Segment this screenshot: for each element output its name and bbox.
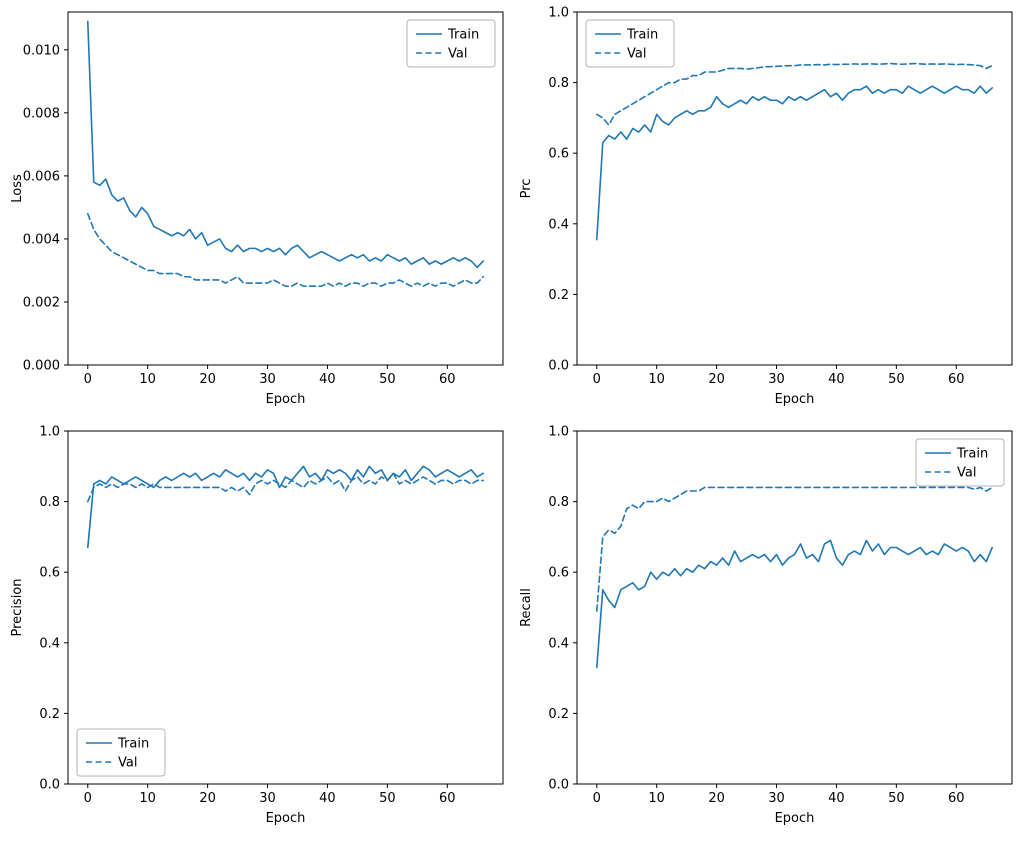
y-tick-label: 0.6 (548, 147, 569, 162)
train-line (595, 539, 994, 669)
plot-border (576, 430, 1013, 785)
x-axis-label: Epoch (266, 811, 306, 826)
legend: Train Val (585, 19, 675, 68)
x-tick-label: 30 (259, 791, 276, 806)
y-tick-label: 0.0 (548, 359, 569, 374)
chart-loss: 0 10 20 30 40 50 60 0.000 0.002 0.004 0.006 0.008 0.… (0, 0, 509, 419)
val-line (86, 212, 485, 288)
legend-val-label: Val (118, 756, 137, 771)
legend-val-label: Val (627, 47, 646, 62)
x-tick-label: 60 (439, 372, 456, 387)
plot-border (67, 11, 504, 366)
y-tick-label: 0.6 (548, 566, 569, 581)
x-tick-label: 0 (84, 372, 92, 387)
y-tick-label: 0.4 (39, 636, 60, 651)
x-tick-label: 0 (593, 791, 601, 806)
x-tick-label: 0 (593, 372, 601, 387)
y-tick-label: 0.4 (548, 636, 569, 651)
y-tick-label: 0.010 (23, 43, 60, 58)
y-tick-label: 0.8 (548, 76, 569, 91)
plot-border (576, 11, 1013, 366)
y-tick-label: 0.2 (39, 707, 60, 722)
y-tick-label: 0.8 (548, 495, 569, 510)
train-line (86, 20, 485, 269)
legend: Train Val (406, 19, 496, 68)
x-tick-label: 60 (439, 791, 456, 806)
legend-train-label: Train (956, 447, 988, 462)
legend-train-label: Train (117, 737, 149, 752)
y-tick-label: 0.008 (23, 106, 60, 121)
legend-box (76, 728, 166, 777)
x-tick-label: 20 (708, 791, 725, 806)
x-tick-label: 30 (768, 372, 785, 387)
y-tick-label: 0.6 (39, 566, 60, 581)
x-tick-label: 30 (259, 372, 276, 387)
y-tick-label: 0.2 (548, 288, 569, 303)
legend-box (406, 19, 496, 68)
y-axis-label: Loss (10, 174, 25, 203)
val-line (86, 472, 485, 503)
chart-svg-loss: 0 10 20 30 40 50 60 0.000 0.002 0.004 0.006 0.008 0.… (10, 11, 504, 407)
x-tick-label: 60 (948, 372, 965, 387)
x-axis-label: Epoch (266, 392, 306, 407)
legend-train-label: Train (626, 28, 658, 43)
y-tick-label: 1.0 (548, 6, 569, 21)
x-tick-label: 50 (888, 791, 905, 806)
legend-val-label: Val (448, 47, 467, 62)
legend-train-label: Train (447, 28, 479, 43)
chart-precision: 0 10 20 30 40 50 60 0.0 0.2 0.4 0.6 0.8 1.0 Epoch Prec… (0, 419, 509, 838)
x-tick-label: 40 (319, 791, 336, 806)
x-axis-label: Epoch (775, 811, 815, 826)
y-tick-label: 0.002 (23, 295, 60, 310)
x-tick-label: 10 (139, 372, 156, 387)
x-axis-label: Epoch (775, 392, 815, 407)
y-tick-label: 0.0 (548, 778, 569, 793)
x-tick-label: 20 (199, 791, 216, 806)
y-axis-label: Recall (519, 588, 534, 627)
chart-svg-precision: 0 10 20 30 40 50 60 0.0 0.2 0.4 0.6 0.8 1.0 Epoch Prec… (10, 425, 504, 826)
legend-box (585, 19, 675, 68)
legend: Train Val (76, 728, 166, 777)
chart-prc: 0 10 20 30 40 50 60 0.0 0.2 0.4 0.6 0.8 1.0 Epoch Prc T… (509, 0, 1018, 419)
y-tick-label: 1.0 (39, 425, 60, 440)
x-tick-label: 50 (379, 791, 396, 806)
chart-recall: 0 10 20 30 40 50 60 0.0 0.2 0.4 0.6 0.8 1.0 Epoch Reca… (509, 419, 1018, 838)
chart-svg-recall: 0 10 20 30 40 50 60 0.0 0.2 0.4 0.6 0.8 1.0 Epoch Reca… (519, 425, 1013, 826)
y-tick-label: 0.0 (39, 778, 60, 793)
x-tick-label: 50 (888, 372, 905, 387)
train-line (86, 465, 485, 549)
legend: Train Val (915, 438, 1005, 487)
y-axis-label: Precision (10, 578, 25, 636)
chart-svg-prc: 0 10 20 30 40 50 60 0.0 0.2 0.4 0.6 0.8 1.0 Epoch Prc T… (519, 6, 1013, 407)
legend-val-label: Val (957, 466, 976, 481)
x-tick-label: 60 (948, 791, 965, 806)
y-tick-label: 0.4 (548, 217, 569, 232)
y-tick-label: 0.006 (23, 169, 60, 184)
y-tick-label: 0.004 (23, 232, 60, 247)
val-line (595, 486, 994, 612)
y-tick-label: 0.8 (39, 495, 60, 510)
x-tick-label: 30 (768, 791, 785, 806)
legend-box (915, 438, 1005, 487)
x-tick-label: 40 (828, 372, 845, 387)
plot-border (67, 430, 504, 785)
x-tick-label: 10 (648, 372, 665, 387)
x-tick-label: 20 (199, 372, 216, 387)
y-axis-label: Prc (519, 179, 534, 199)
val-line (595, 62, 994, 126)
x-tick-label: 10 (648, 791, 665, 806)
y-tick-label: 0.000 (23, 359, 60, 374)
x-tick-label: 10 (139, 791, 156, 806)
x-tick-label: 40 (828, 791, 845, 806)
x-tick-label: 0 (84, 791, 92, 806)
x-tick-label: 50 (379, 372, 396, 387)
train-line (595, 85, 994, 241)
x-tick-label: 20 (708, 372, 725, 387)
y-tick-label: 1.0 (548, 425, 569, 440)
y-tick-label: 0.2 (548, 707, 569, 722)
x-tick-label: 40 (319, 372, 336, 387)
